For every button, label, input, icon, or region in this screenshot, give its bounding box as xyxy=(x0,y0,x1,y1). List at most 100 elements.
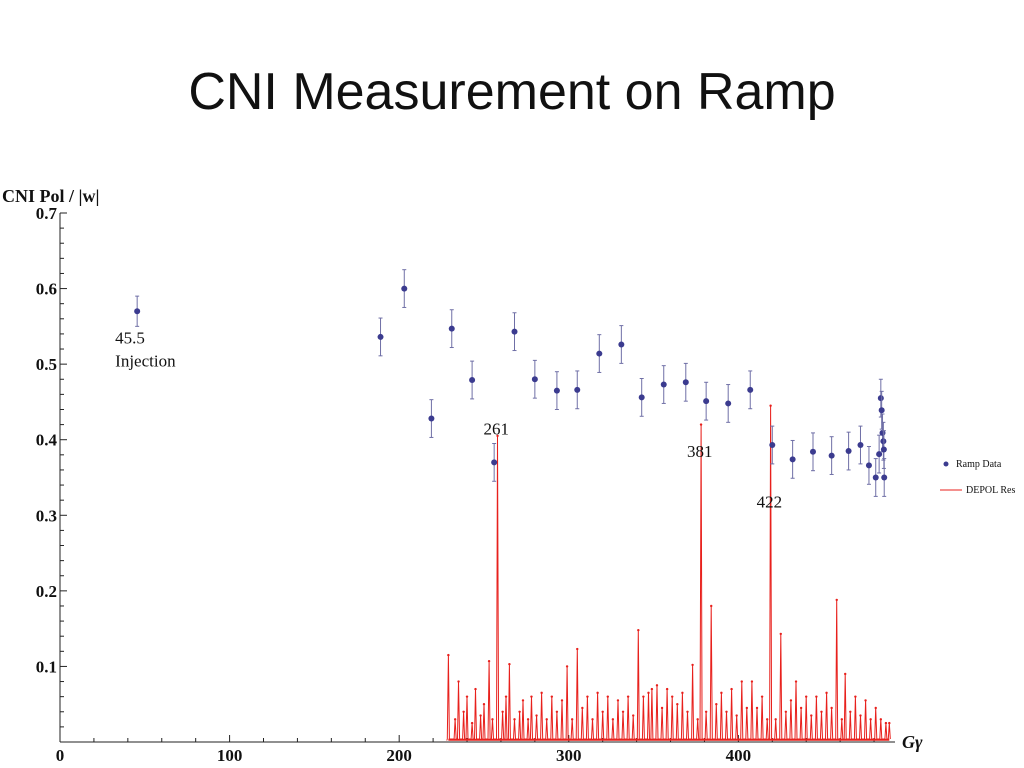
annotation-label: 422 xyxy=(757,493,783,512)
depol-point xyxy=(888,721,891,725)
depol-point xyxy=(596,691,599,695)
depol-point xyxy=(482,703,486,706)
ramp-point xyxy=(134,308,141,315)
depol-point xyxy=(755,706,759,710)
depol-point xyxy=(879,718,883,721)
depol-point xyxy=(545,718,548,721)
depol-point xyxy=(462,710,465,713)
depol-point xyxy=(570,718,574,721)
depol-series xyxy=(446,404,891,741)
depol-point xyxy=(686,710,689,713)
depol-point xyxy=(794,680,798,683)
depol-point xyxy=(513,718,516,721)
ramp-point xyxy=(401,285,408,292)
y-axis-title: CNI Pol / |w| xyxy=(2,186,99,206)
ramp-point xyxy=(857,442,864,449)
depol-point xyxy=(699,423,703,426)
annotations: 45.5 Injection 261 381 422 xyxy=(115,329,782,512)
y-tick-label: 0.5 xyxy=(36,355,57,374)
depol-point xyxy=(586,695,589,698)
depol-point xyxy=(647,691,650,695)
annotation-label: Injection xyxy=(115,351,176,370)
depol-point xyxy=(487,659,491,663)
ramp-series xyxy=(134,269,888,497)
ramp-point xyxy=(747,386,754,393)
depol-point xyxy=(835,598,838,602)
depol-point xyxy=(479,714,482,717)
y-tick-label: 0.4 xyxy=(36,431,58,450)
depol-point xyxy=(660,706,664,710)
depol-point xyxy=(491,718,494,721)
depol-point xyxy=(521,699,525,702)
annotation-label: 381 xyxy=(687,442,713,461)
depol-point xyxy=(799,706,803,710)
depol-point xyxy=(632,714,635,717)
ramp-point xyxy=(877,395,884,402)
ramp-point xyxy=(553,387,560,394)
depol-point xyxy=(555,710,559,713)
ramp-point xyxy=(574,386,581,393)
depol-point xyxy=(621,710,625,713)
depol-point xyxy=(830,706,833,710)
depol-point xyxy=(844,672,847,676)
depol-point xyxy=(642,695,645,698)
depol-point xyxy=(769,404,772,407)
depol-point xyxy=(457,680,460,683)
depol-point xyxy=(626,695,630,698)
ramp-point xyxy=(682,379,689,386)
depol-point xyxy=(526,718,530,721)
depol-point xyxy=(671,695,674,698)
ramp-point xyxy=(511,328,518,335)
depol-point xyxy=(825,691,828,695)
ramp-point xyxy=(703,398,710,405)
depol-point xyxy=(676,703,679,706)
depol-point xyxy=(465,695,469,698)
depol-point xyxy=(560,699,564,702)
ramp-point xyxy=(725,400,732,407)
ramp-point xyxy=(491,459,498,466)
ramp-point xyxy=(618,341,625,348)
depol-point xyxy=(637,628,640,632)
depol-point xyxy=(591,718,594,721)
ramp-point xyxy=(377,333,384,340)
depol-point xyxy=(815,695,818,698)
ramp-point xyxy=(809,448,816,455)
ramp-point xyxy=(769,442,776,449)
annotation-label: 261 xyxy=(484,419,510,438)
depol-point xyxy=(576,647,579,651)
depol-point xyxy=(710,604,713,608)
ramp-point xyxy=(880,446,887,453)
ramp-point xyxy=(531,376,538,383)
depol-point xyxy=(696,718,699,721)
depol-point xyxy=(730,687,733,691)
ramp-point xyxy=(845,448,852,455)
x-axis-title: Gγ xyxy=(902,732,923,752)
y-tick-label: 0.2 xyxy=(36,582,57,601)
ramp-point xyxy=(448,325,455,332)
depol-point xyxy=(849,710,852,713)
y-tick-label: 0.3 xyxy=(36,506,57,525)
depol-point xyxy=(720,691,723,695)
depol-point xyxy=(665,687,669,691)
depol-point xyxy=(784,710,788,713)
x-tick-label: 0 xyxy=(56,746,65,765)
ramp-point xyxy=(881,474,888,481)
depol-point xyxy=(704,710,708,713)
depol-point xyxy=(765,718,769,721)
depol-point xyxy=(854,695,857,698)
depol-point xyxy=(616,699,620,702)
ramp-point xyxy=(428,415,435,422)
depol-point xyxy=(820,710,823,713)
depol-point xyxy=(864,699,867,702)
depol-point xyxy=(655,684,659,687)
depol-point xyxy=(760,695,764,698)
legend-marker-ramp xyxy=(943,461,949,467)
depol-point xyxy=(501,710,504,713)
ramp-point xyxy=(865,462,872,469)
x-tick-label: 100 xyxy=(217,746,243,765)
depol-point xyxy=(535,714,538,717)
depol-point xyxy=(725,710,728,713)
depol-point xyxy=(550,695,554,698)
legend-label-depol: DEPOL Res xyxy=(966,485,1015,496)
